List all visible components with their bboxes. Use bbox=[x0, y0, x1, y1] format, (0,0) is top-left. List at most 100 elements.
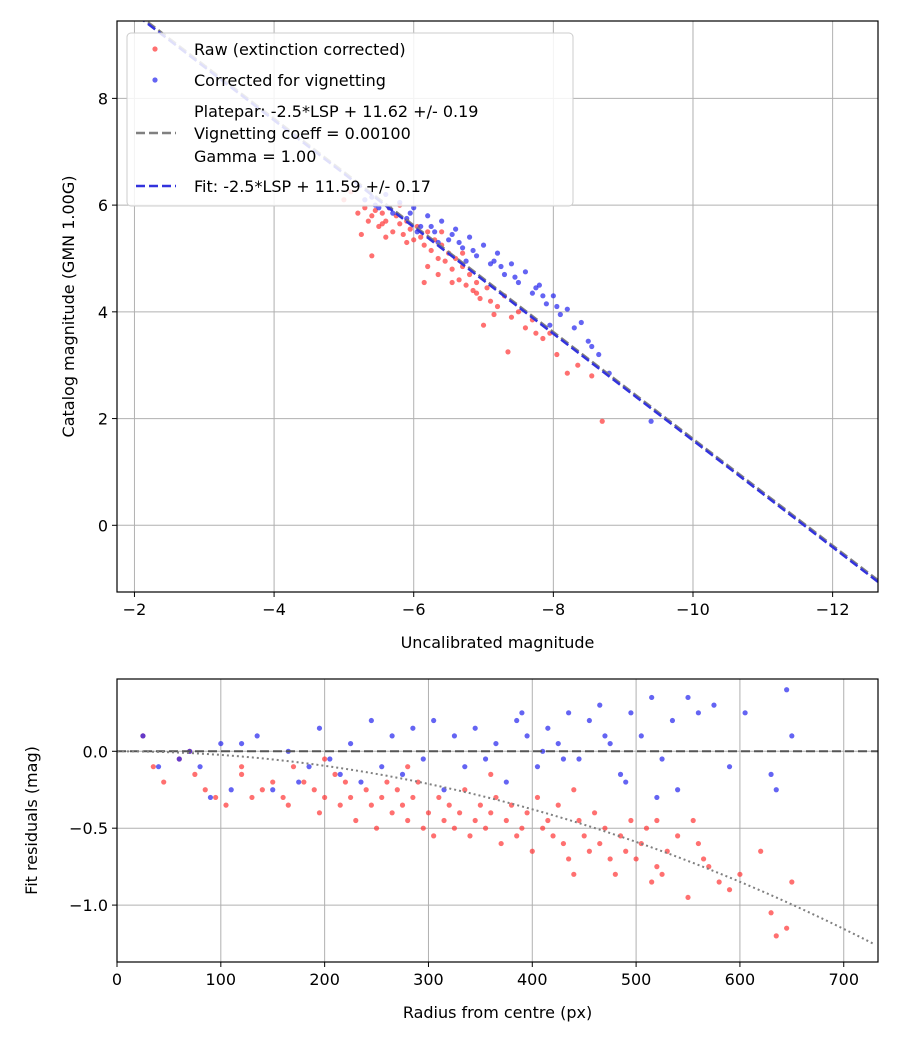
data-point bbox=[368, 717, 374, 724]
data-point bbox=[533, 285, 539, 291]
data-point bbox=[482, 825, 489, 831]
data-point bbox=[457, 810, 463, 816]
data-point bbox=[459, 250, 466, 256]
data-point bbox=[491, 311, 497, 318]
data-point bbox=[784, 925, 790, 931]
data-point bbox=[512, 274, 518, 280]
data-point bbox=[540, 293, 546, 299]
data-point bbox=[586, 717, 592, 724]
data-point bbox=[373, 825, 380, 831]
data-point bbox=[534, 794, 541, 801]
data-point bbox=[550, 833, 556, 839]
data-point bbox=[716, 879, 722, 885]
data-point bbox=[383, 234, 389, 240]
data-point bbox=[543, 301, 549, 307]
data-point bbox=[390, 229, 396, 235]
data-point bbox=[508, 261, 515, 267]
data-point bbox=[365, 218, 371, 224]
data-point bbox=[555, 802, 561, 808]
y-tick-label: 4 bbox=[98, 303, 108, 322]
data-point bbox=[197, 764, 203, 770]
data-point bbox=[534, 764, 541, 770]
data-point bbox=[597, 840, 603, 847]
legend-corrected-marker bbox=[152, 77, 158, 83]
data-point bbox=[477, 802, 483, 808]
data-point bbox=[493, 740, 499, 747]
plot-frame bbox=[116, 678, 879, 963]
data-point bbox=[617, 771, 624, 777]
data-point bbox=[659, 756, 665, 762]
data-point bbox=[540, 825, 546, 831]
data-point bbox=[519, 825, 525, 831]
data-point bbox=[296, 779, 302, 785]
data-point bbox=[695, 710, 701, 716]
data-point bbox=[439, 218, 445, 224]
data-point bbox=[758, 848, 764, 854]
legend-box bbox=[126, 32, 574, 207]
data-point bbox=[462, 787, 468, 793]
x-tick-label: 300 bbox=[413, 970, 444, 989]
data-point bbox=[238, 740, 245, 747]
data-point bbox=[571, 787, 577, 793]
data-point bbox=[599, 418, 605, 424]
data-point bbox=[425, 213, 431, 219]
data-point bbox=[547, 322, 553, 328]
data-point bbox=[441, 817, 447, 824]
data-point bbox=[394, 787, 400, 793]
data-point bbox=[505, 349, 511, 355]
data-point bbox=[742, 710, 748, 716]
data-point bbox=[522, 325, 529, 331]
data-point bbox=[494, 303, 501, 310]
data-point bbox=[467, 833, 473, 839]
legend-gamma-label: Gamma = 1.00 bbox=[194, 147, 316, 166]
data-point bbox=[508, 314, 515, 320]
data-point bbox=[442, 258, 448, 264]
data-point bbox=[789, 879, 795, 885]
x-tick-label: −2 bbox=[123, 600, 147, 619]
data-point bbox=[449, 231, 455, 238]
data-point bbox=[472, 817, 478, 824]
data-point bbox=[428, 247, 434, 254]
data-point bbox=[480, 242, 487, 248]
data-point bbox=[589, 343, 595, 350]
chart-2: 0 100 200 300 400 500 600 700 0.0 −0.5 −1.0 Radius … bbox=[22, 678, 879, 1022]
data-point bbox=[436, 794, 442, 801]
data-point bbox=[238, 764, 245, 770]
data-point bbox=[514, 717, 520, 724]
data-point bbox=[726, 764, 733, 770]
data-point bbox=[449, 266, 455, 272]
data-point bbox=[280, 794, 286, 801]
data-point bbox=[410, 794, 416, 801]
data-point bbox=[685, 694, 691, 701]
data-point bbox=[566, 856, 572, 862]
data-point bbox=[369, 213, 375, 219]
data-point bbox=[451, 825, 458, 831]
data-point bbox=[700, 856, 707, 862]
x-axis-title: Uncalibrated magnitude bbox=[401, 633, 595, 652]
data-point bbox=[597, 702, 603, 708]
data-point bbox=[628, 817, 634, 824]
data-point bbox=[482, 756, 489, 762]
data-point bbox=[449, 279, 455, 286]
data-point bbox=[446, 802, 452, 808]
data-point bbox=[768, 910, 774, 916]
y-axis-title: Catalog magnitude (GMN 1.00G) bbox=[59, 176, 78, 438]
data-point bbox=[259, 787, 265, 793]
data-point bbox=[612, 871, 618, 877]
data-point bbox=[435, 271, 441, 278]
data-point bbox=[379, 794, 385, 801]
data-point bbox=[418, 234, 424, 240]
data-point bbox=[358, 231, 364, 238]
legend-vignetting-label: Vignetting coeff = 0.00100 bbox=[194, 124, 411, 143]
vignetting-model-curve bbox=[117, 750, 876, 946]
data-point bbox=[638, 733, 644, 739]
legend-corrected-label: Corrected for vignetting bbox=[194, 71, 386, 90]
data-point bbox=[270, 787, 276, 793]
data-point bbox=[358, 779, 364, 785]
data-point bbox=[784, 687, 790, 693]
data-point bbox=[628, 710, 634, 716]
data-point bbox=[643, 825, 650, 831]
data-point bbox=[514, 833, 520, 839]
data-point bbox=[355, 210, 361, 216]
y-tick-label: 6 bbox=[98, 196, 108, 215]
